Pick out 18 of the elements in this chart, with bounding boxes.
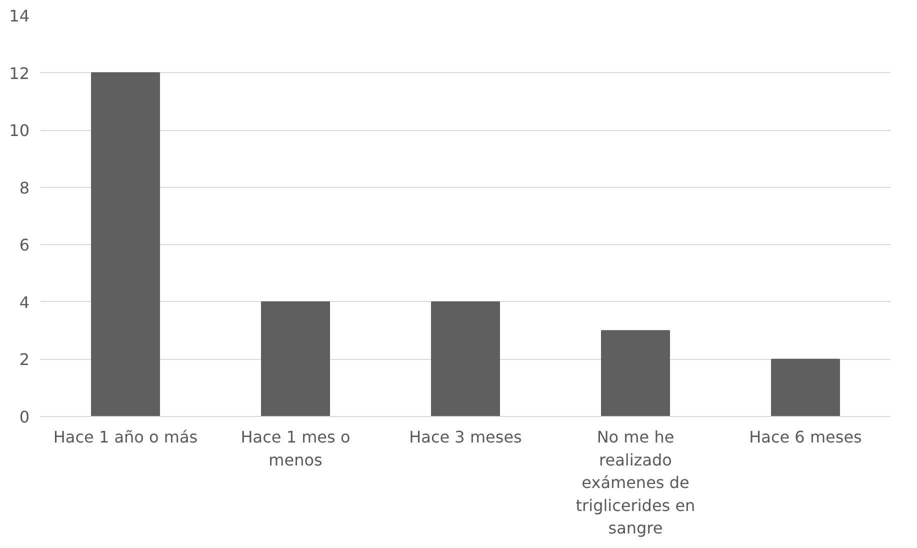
bar <box>601 330 670 416</box>
x-tick-label: Hace 1 año o más <box>53 428 198 446</box>
y-tick-label: 2 <box>19 350 30 370</box>
x-tick-label: Hace 6 meses <box>749 428 862 446</box>
y-tick-label: 4 <box>19 292 30 312</box>
bar <box>431 301 500 416</box>
y-tick-label: 10 <box>9 121 30 140</box>
x-tick-label: No me he realizado exámenes de triglicerides en sangre <box>576 428 696 538</box>
y-tick-label: 8 <box>19 178 30 198</box>
y-tick-label: 6 <box>19 236 30 255</box>
x-tick-label: Hace 1 mes o menos <box>240 428 350 470</box>
y-tick-label: 12 <box>9 64 30 83</box>
y-tick-label: 14 <box>9 6 30 26</box>
x-tick-label: Hace 3 meses <box>409 428 522 446</box>
y-tick-label: 0 <box>19 408 30 426</box>
bar <box>91 72 160 416</box>
bar <box>771 358 840 416</box>
bar <box>261 301 330 416</box>
